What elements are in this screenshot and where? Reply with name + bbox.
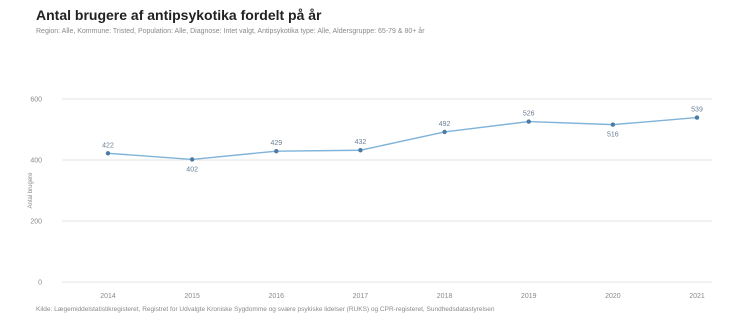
y-tick-label: 600 bbox=[30, 97, 42, 104]
x-tick-label: 2016 bbox=[268, 293, 284, 300]
chart-title: Antal brugere af antipsykotika fordelt p… bbox=[36, 7, 322, 23]
grid-lines bbox=[62, 98, 712, 283]
data-label: 422 bbox=[102, 142, 114, 149]
x-tick-label: 2017 bbox=[353, 293, 369, 300]
y-axis-label: Antal brugere bbox=[28, 172, 34, 209]
source-note: Kilde: Lægemiddelstatistikregisteret, Re… bbox=[36, 306, 495, 313]
data-point bbox=[610, 122, 616, 127]
chart-subtitle: Region: Alle, Kommune: Tristed, Populati… bbox=[36, 28, 425, 35]
y-tick-label: 400 bbox=[30, 158, 42, 165]
data-label: 516 bbox=[607, 132, 619, 139]
data-point bbox=[189, 157, 195, 162]
x-tick-labels: 2014 2015 2016 2017 2018 2019 2020 2021 bbox=[100, 293, 705, 300]
x-tick-label: 2014 bbox=[100, 293, 116, 300]
x-tick-label: 2019 bbox=[521, 293, 537, 300]
data-label: 526 bbox=[523, 111, 535, 118]
data-label: 432 bbox=[355, 139, 367, 146]
y-tick-label: 200 bbox=[30, 219, 42, 226]
y-tick-labels: 0 200 400 600 bbox=[30, 97, 42, 287]
x-tick-label: 2015 bbox=[184, 293, 200, 300]
data-point bbox=[694, 115, 700, 120]
series-line bbox=[107, 116, 698, 161]
data-point bbox=[442, 129, 447, 135]
data-label: 402 bbox=[186, 166, 198, 173]
data-label: 429 bbox=[270, 140, 282, 147]
x-tick-label: 2020 bbox=[605, 293, 621, 300]
data-label: 492 bbox=[439, 121, 451, 128]
x-tick-label: 2018 bbox=[437, 293, 453, 300]
data-markers bbox=[105, 115, 700, 162]
data-point bbox=[274, 148, 279, 154]
data-labels: 422 402 429 432 492 526 516 539 bbox=[102, 107, 703, 174]
x-tick-label: 2021 bbox=[689, 293, 705, 300]
data-label: 539 bbox=[691, 107, 703, 114]
data-point bbox=[358, 148, 363, 153]
y-tick-label: 0 bbox=[38, 280, 42, 287]
data-point bbox=[105, 151, 111, 156]
data-point bbox=[526, 119, 531, 124]
